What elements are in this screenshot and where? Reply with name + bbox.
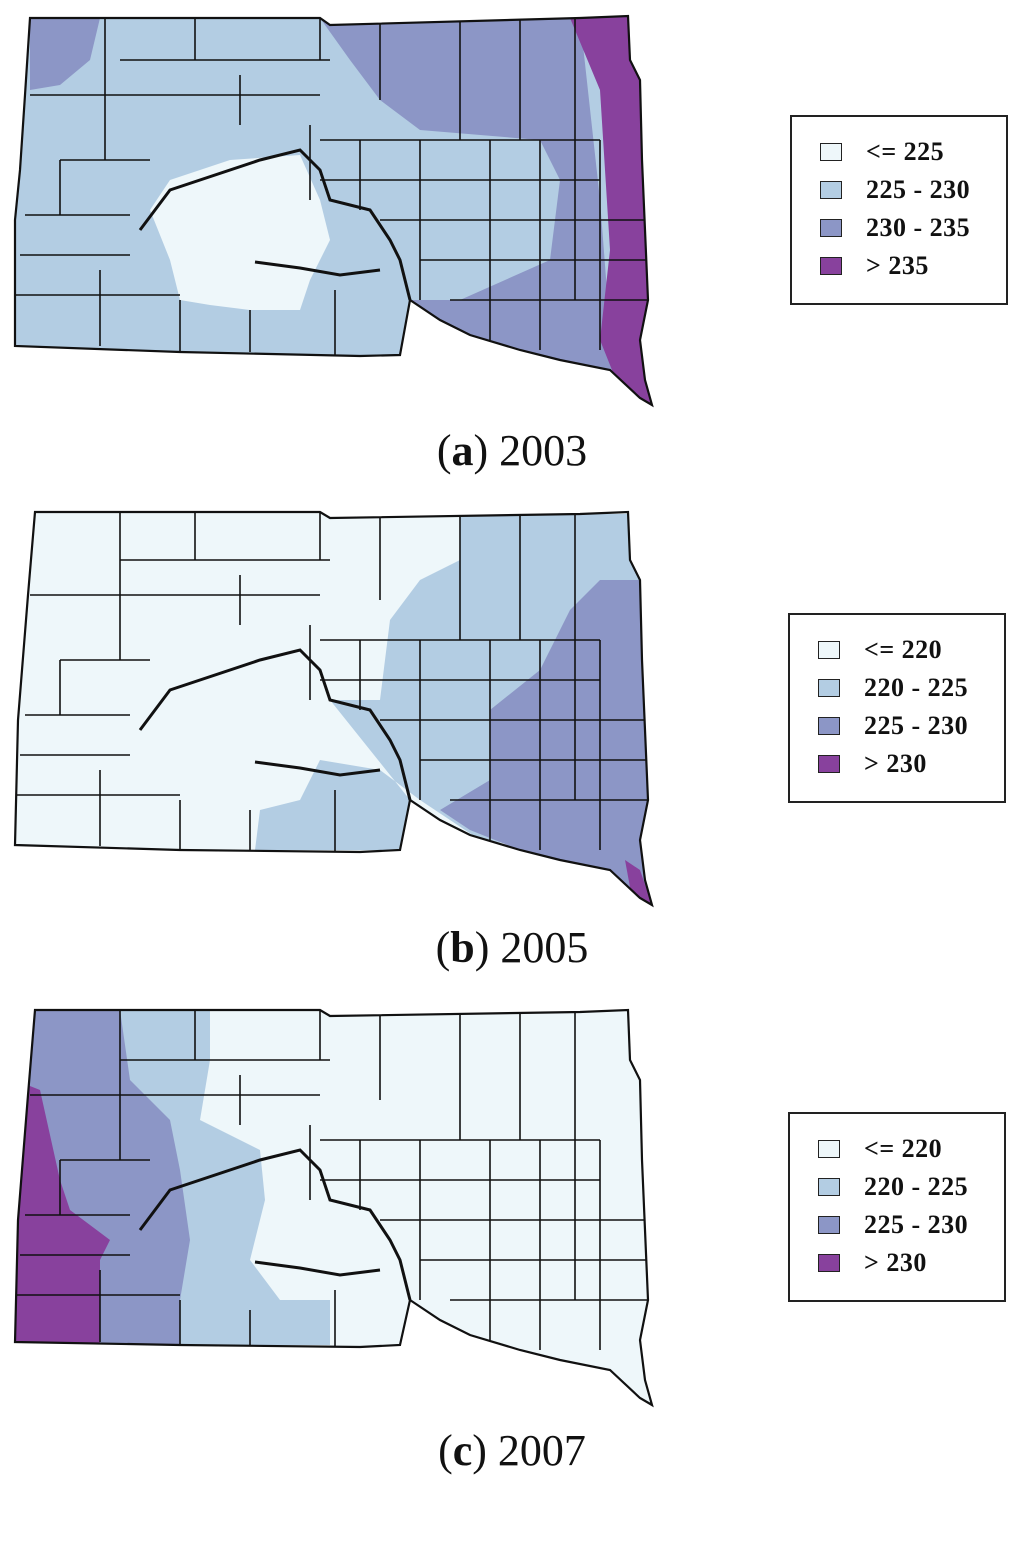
map-panel-2007: <= 220 220 - 225 225 - 230 > 230 (c) 200… bbox=[0, 1000, 1024, 1490]
state-map-2005 bbox=[13, 510, 654, 908]
legend-label: 225 - 230 bbox=[864, 711, 969, 740]
legend-item: <= 220 bbox=[818, 631, 1004, 669]
legend-swatch bbox=[818, 1216, 840, 1234]
caption-letter: b bbox=[450, 923, 475, 972]
legend-label: > 230 bbox=[864, 1248, 927, 1277]
legend-swatch bbox=[820, 257, 842, 275]
legend-swatch bbox=[818, 717, 840, 735]
state-outline-2003 bbox=[13, 14, 654, 408]
zone-le-225 bbox=[150, 155, 330, 310]
legend-label: > 230 bbox=[864, 749, 927, 778]
county-lines-2003 bbox=[15, 18, 648, 356]
caption-2007: (c) 2007 bbox=[438, 1426, 586, 1475]
legend-label: <= 220 bbox=[864, 1134, 943, 1163]
caption-year: 2003 bbox=[499, 426, 588, 475]
legend-swatch bbox=[818, 755, 840, 773]
zone-225-230 bbox=[15, 1010, 190, 1345]
county-lines-2007 bbox=[15, 1010, 648, 1350]
river-tributary-2007 bbox=[254, 1260, 381, 1277]
zone-gt-230 bbox=[15, 1080, 110, 1345]
legend-label: 220 - 225 bbox=[864, 1172, 969, 1201]
river-2007 bbox=[138, 1148, 412, 1301]
legend-label: <= 220 bbox=[864, 635, 943, 664]
caption-letter: c bbox=[452, 1426, 473, 1475]
caption-2003: (a) 2003 bbox=[436, 426, 588, 475]
legend-label: 220 - 225 bbox=[864, 673, 969, 702]
county-lines-2005 bbox=[15, 512, 648, 852]
map-panel-2005: <= 220 220 - 225 225 - 230 > 230 (b) 200… bbox=[0, 500, 1024, 990]
legend-label: > 235 bbox=[866, 251, 929, 280]
legend-swatch bbox=[820, 143, 842, 161]
legend-2005: <= 220 220 - 225 225 - 230 > 230 bbox=[788, 613, 1006, 803]
zone-230-235-nw bbox=[30, 18, 100, 90]
river-2003 bbox=[138, 148, 412, 301]
river-tributary-2005 bbox=[254, 760, 381, 777]
river-2005 bbox=[138, 648, 412, 801]
caption-letter: a bbox=[451, 426, 474, 475]
state-map-2003 bbox=[13, 14, 654, 408]
legend-label: 225 - 230 bbox=[864, 1210, 969, 1239]
state-outline-2007 bbox=[13, 1008, 654, 1408]
map-panel-2003: <= 225 225 - 230 230 - 235 > 235 (a) 200… bbox=[0, 0, 1024, 490]
state-outline-2005 bbox=[13, 510, 654, 908]
zone-gt-235 bbox=[570, 16, 652, 405]
caption-year: 2007 bbox=[497, 1426, 586, 1475]
river-tributary-2003 bbox=[254, 260, 381, 277]
legend-2003: <= 225 225 - 230 230 - 235 > 235 bbox=[790, 115, 1008, 305]
state-map-2007 bbox=[13, 1008, 654, 1408]
legend-swatch bbox=[820, 219, 842, 237]
legend-item: 220 - 225 bbox=[818, 669, 1004, 707]
legend-item: 225 - 230 bbox=[818, 1206, 1004, 1244]
legend-label: <= 225 bbox=[866, 137, 945, 166]
legend-item: 225 - 230 bbox=[820, 171, 1006, 209]
legend-swatch bbox=[818, 679, 840, 697]
legend-item: 230 - 235 bbox=[820, 209, 1006, 247]
legend-2007: <= 220 220 - 225 225 - 230 > 230 bbox=[788, 1112, 1006, 1302]
legend-item: > 230 bbox=[818, 1244, 1004, 1282]
zone-220-225 bbox=[100, 1010, 330, 1345]
legend-item: 220 - 225 bbox=[818, 1168, 1004, 1206]
legend-item: > 235 bbox=[820, 247, 1006, 285]
caption-year: 2005 bbox=[500, 923, 589, 972]
legend-item: > 230 bbox=[818, 745, 1004, 783]
legend-swatch bbox=[820, 181, 842, 199]
legend-label: 230 - 235 bbox=[866, 213, 971, 242]
legend-item: 225 - 230 bbox=[818, 707, 1004, 745]
legend-item: <= 225 bbox=[820, 133, 1006, 171]
legend-swatch bbox=[818, 1178, 840, 1196]
legend-swatch bbox=[818, 1140, 840, 1158]
zone-230-235-east bbox=[320, 18, 620, 390]
zone-225-230 bbox=[440, 580, 652, 905]
legend-label: 225 - 230 bbox=[866, 175, 971, 204]
legend-swatch bbox=[818, 1254, 840, 1272]
caption-2005: (b) 2005 bbox=[435, 923, 589, 972]
legend-swatch bbox=[818, 641, 840, 659]
legend-item: <= 220 bbox=[818, 1130, 1004, 1168]
